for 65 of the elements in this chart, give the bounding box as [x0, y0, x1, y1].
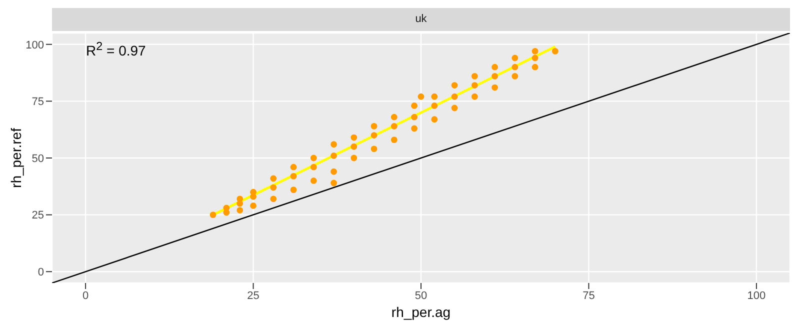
point	[471, 72, 478, 80]
point	[250, 188, 256, 196]
y-tick-label: 100	[26, 39, 44, 52]
point	[330, 180, 337, 186]
x-axis-title: rh_per.ag	[391, 304, 451, 320]
x-tick-label: 100	[747, 290, 766, 302]
y-tick-label: 25	[32, 210, 44, 222]
point	[210, 212, 216, 218]
point	[270, 184, 277, 191]
point	[418, 93, 424, 100]
point	[431, 102, 438, 109]
point	[330, 141, 337, 148]
point	[236, 196, 244, 202]
x-tick-label: 75	[582, 290, 595, 302]
point	[270, 175, 277, 182]
point	[492, 84, 498, 91]
y-axis-title: rh_per.ref	[8, 128, 24, 188]
point	[330, 168, 337, 175]
x-tick-label: 50	[414, 290, 428, 302]
point	[310, 154, 317, 162]
point	[250, 202, 256, 209]
point	[532, 64, 538, 70]
point	[390, 114, 398, 120]
point	[350, 134, 358, 141]
point	[370, 132, 378, 138]
point	[552, 48, 558, 54]
point	[310, 164, 317, 170]
point	[370, 146, 378, 152]
point	[411, 102, 418, 109]
point	[310, 178, 317, 184]
point	[532, 54, 538, 62]
point	[390, 122, 398, 130]
point	[512, 54, 518, 62]
point	[290, 172, 297, 180]
point	[471, 82, 478, 88]
point	[492, 64, 498, 70]
point	[223, 204, 230, 212]
annotation: R$^{2}$ = 0.97	[86, 40, 146, 59]
chart-title: uk	[52, 8, 790, 31]
point	[350, 154, 358, 162]
point	[532, 48, 538, 54]
x-tick-label: 25	[247, 290, 260, 302]
point	[411, 125, 418, 132]
point	[330, 152, 337, 159]
point	[236, 207, 244, 214]
point	[431, 93, 438, 100]
point	[350, 143, 358, 150]
point	[370, 122, 378, 130]
point	[451, 93, 458, 100]
point	[290, 186, 297, 194]
point	[471, 93, 478, 100]
point	[270, 196, 277, 202]
point	[451, 82, 458, 88]
x-tick-label: 0	[82, 290, 89, 302]
y-tick-label: 50	[32, 152, 44, 165]
point	[492, 72, 498, 80]
y-tick-label: 75	[32, 96, 44, 108]
point	[512, 72, 518, 80]
y-tick-label: 0	[38, 266, 44, 279]
point	[451, 104, 458, 112]
point	[290, 164, 297, 170]
point	[431, 116, 438, 123]
point	[512, 64, 518, 70]
point	[390, 136, 398, 144]
point	[411, 114, 418, 120]
